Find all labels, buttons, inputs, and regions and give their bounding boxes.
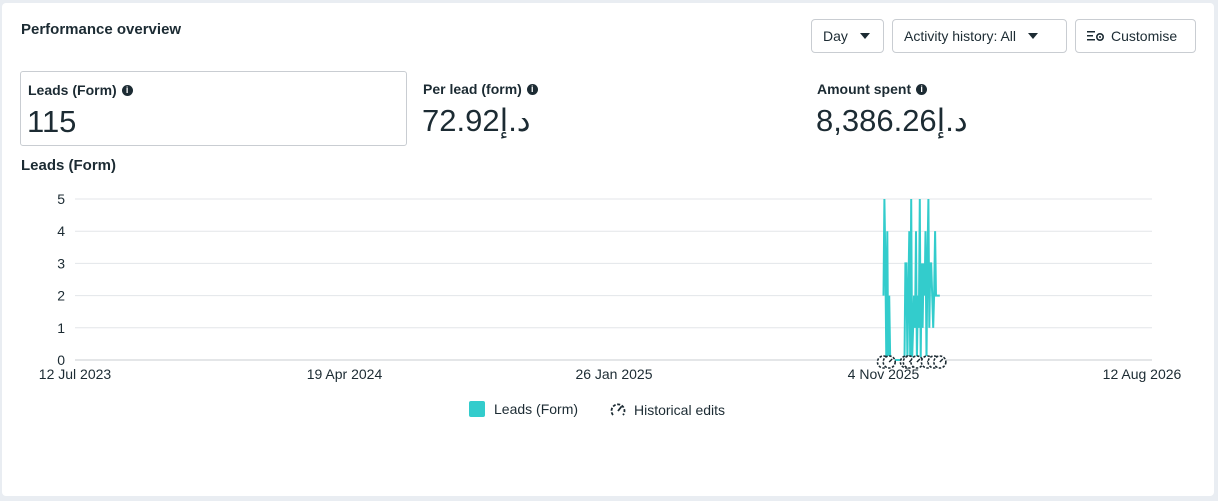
legend-swatch: [469, 401, 485, 417]
activity-history-dropdown[interactable]: Activity history: All: [892, 19, 1067, 53]
caret-down-icon: [1028, 33, 1039, 39]
x-tick-label: 26 Jan 2025: [575, 366, 652, 382]
x-tick-label: 4 Nov 2025: [848, 366, 920, 382]
metric-label: Amount spent: [817, 81, 912, 97]
x-tick-label: 12 Jul 2023: [39, 366, 112, 382]
metric-leads-form[interactable]: Leads (Form) i 115: [20, 71, 407, 146]
metric-amount-spent[interactable]: Amount spent i 8,386.26د.إ: [810, 71, 1197, 146]
historical-edit-marker[interactable]: [933, 355, 947, 369]
y-tick-label: 1: [57, 320, 65, 336]
info-icon[interactable]: i: [121, 84, 133, 96]
caret-down-icon: [859, 33, 870, 39]
legend-label: Historical edits: [634, 402, 726, 418]
y-tick-label: 4: [57, 223, 65, 239]
metric-per-lead[interactable]: Per lead (form) i 72.92د.إ: [416, 71, 803, 146]
info-icon[interactable]: i: [916, 83, 928, 95]
metric-label: Per lead (form): [423, 81, 522, 97]
day-dropdown[interactable]: Day: [811, 19, 884, 53]
day-dropdown-label: Day: [823, 28, 848, 44]
metric-value: 72.92د.إ: [422, 103, 531, 138]
leads-chart[interactable]: 0 1 2 3 4 5 12 Jul 2023 19 Apr 2024 26 Jan 2025…: [2, 173, 1214, 403]
x-tick-label: 12 Aug 2026: [1103, 366, 1182, 382]
gauge-icon: [609, 401, 627, 419]
info-icon[interactable]: i: [526, 83, 538, 95]
metric-value: 8,386.26د.إ: [816, 103, 968, 138]
customise-label: Customise: [1111, 28, 1178, 44]
activity-history-label: Activity history: All: [904, 28, 1017, 44]
x-tick-label: 19 Apr 2024: [307, 366, 383, 382]
legend-historical-edits[interactable]: Historical edits: [609, 401, 725, 419]
metric-value: 115: [27, 104, 77, 139]
chart-title: Leads (Form): [21, 157, 117, 174]
historical-edit-marker[interactable]: [882, 355, 897, 369]
performance-card: Performance overview Day Activity histor…: [2, 3, 1214, 496]
y-tick-label: 5: [57, 191, 65, 207]
y-tick-label: 2: [57, 288, 65, 304]
legend-leads[interactable]: Leads (Form): [469, 401, 578, 417]
y-tick-label: 3: [57, 255, 65, 271]
legend-label: Leads (Form): [494, 401, 579, 417]
customise-button[interactable]: Customise: [1075, 19, 1196, 53]
series-line[interactable]: [882, 198, 940, 361]
page-title: Performance overview: [21, 21, 182, 38]
metric-label: Leads (Form): [28, 82, 117, 98]
y-tick-label: 0: [57, 352, 65, 368]
customise-icon: [1087, 29, 1105, 43]
